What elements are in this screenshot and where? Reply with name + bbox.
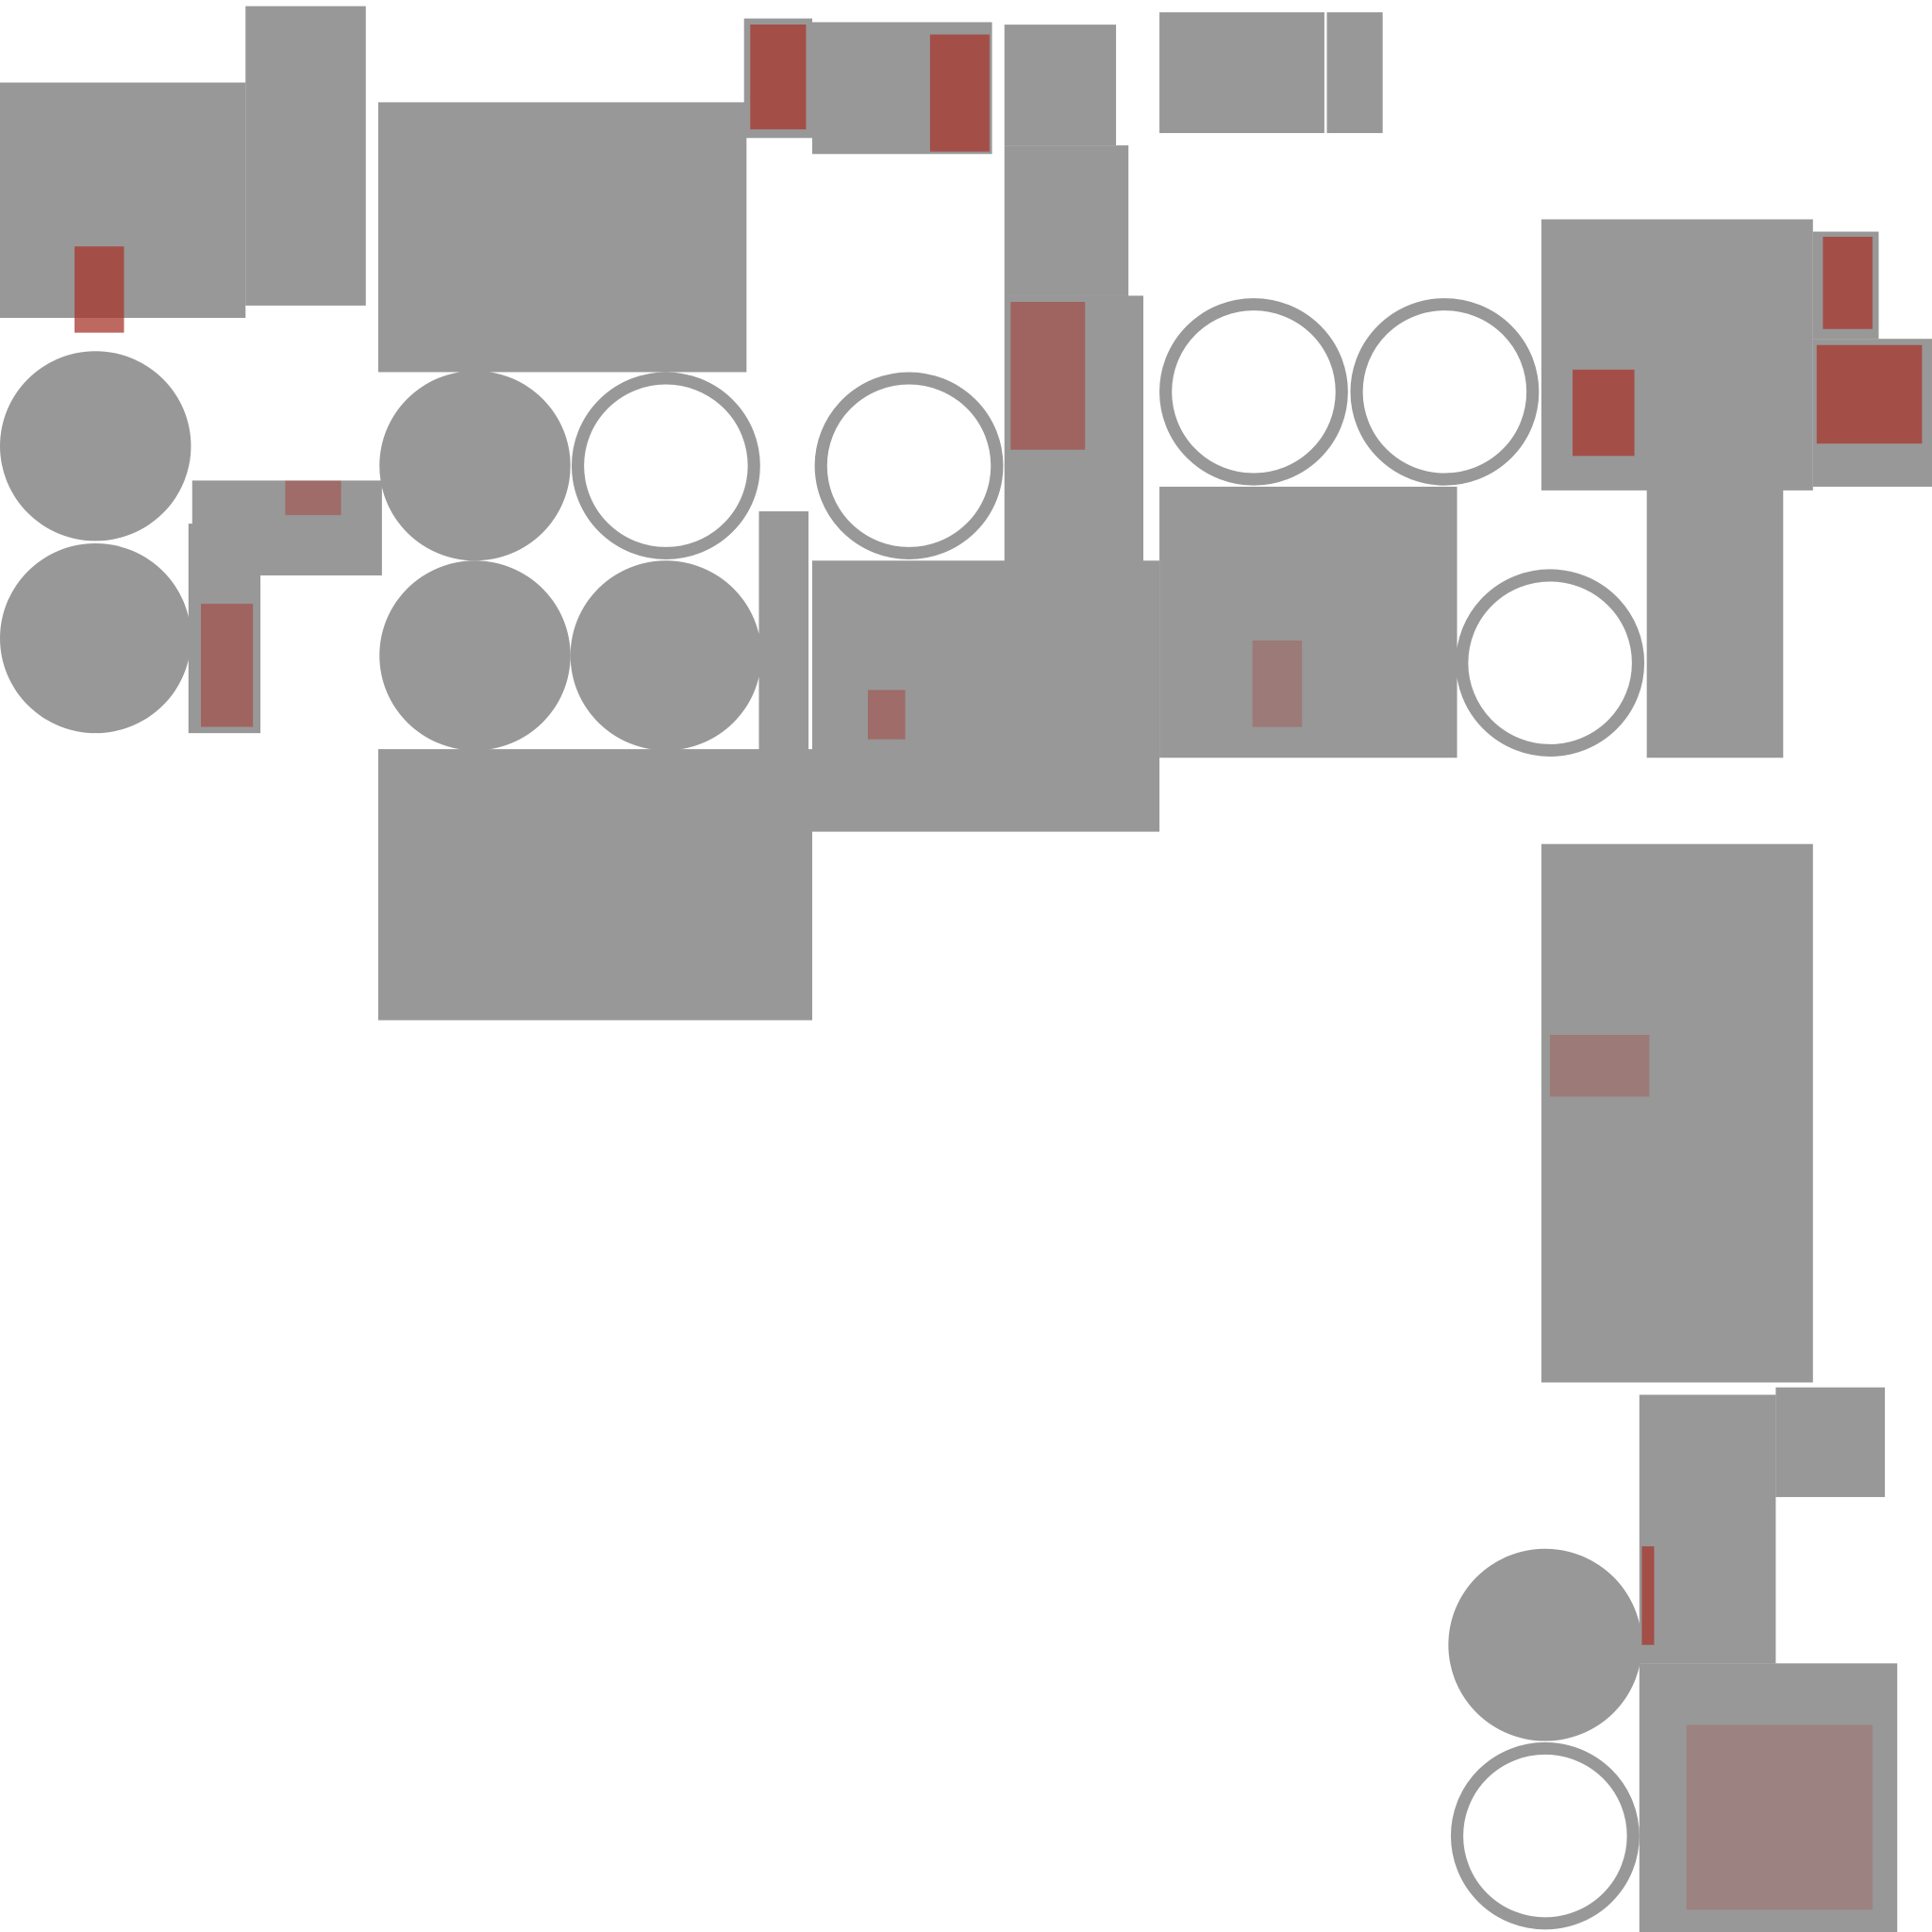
disc [379,560,571,751]
disc [0,351,192,541]
ring [814,372,1004,559]
disc [1448,1548,1642,1741]
patch [1004,145,1129,296]
streak [285,480,341,515]
streak [1572,369,1635,457]
disc [379,371,571,561]
ring [1159,298,1348,486]
patch [1159,486,1457,758]
patch [1639,1663,1898,1932]
streak [1686,1724,1873,1910]
gray-patches [0,6,1932,1932]
patch [377,102,747,373]
red-streaks [74,25,1923,1910]
patch [1646,486,1784,758]
ring [1456,569,1645,757]
streak [1816,344,1923,444]
streak [1823,236,1873,329]
rings [571,298,1645,1930]
streak [1550,1035,1650,1097]
patch [1159,12,1324,134]
patch [377,749,813,1021]
streak [929,34,990,152]
patch [1775,1387,1886,1497]
disc [570,560,762,751]
streak [750,25,807,130]
patch [758,511,809,752]
patch [812,560,1160,832]
streak [74,246,125,333]
ring [571,372,760,559]
streak [1252,641,1303,727]
patch [1326,12,1383,134]
ring [1450,1741,1640,1930]
streak [868,690,906,740]
ring [1350,298,1540,486]
discs [0,351,1642,1741]
disc [0,543,192,734]
streak [200,604,254,727]
streak [1010,302,1086,450]
patch [245,6,366,306]
patch [1004,25,1117,146]
patch [1639,1394,1776,1664]
patch [1541,843,1813,1383]
streak [1641,1546,1655,1645]
